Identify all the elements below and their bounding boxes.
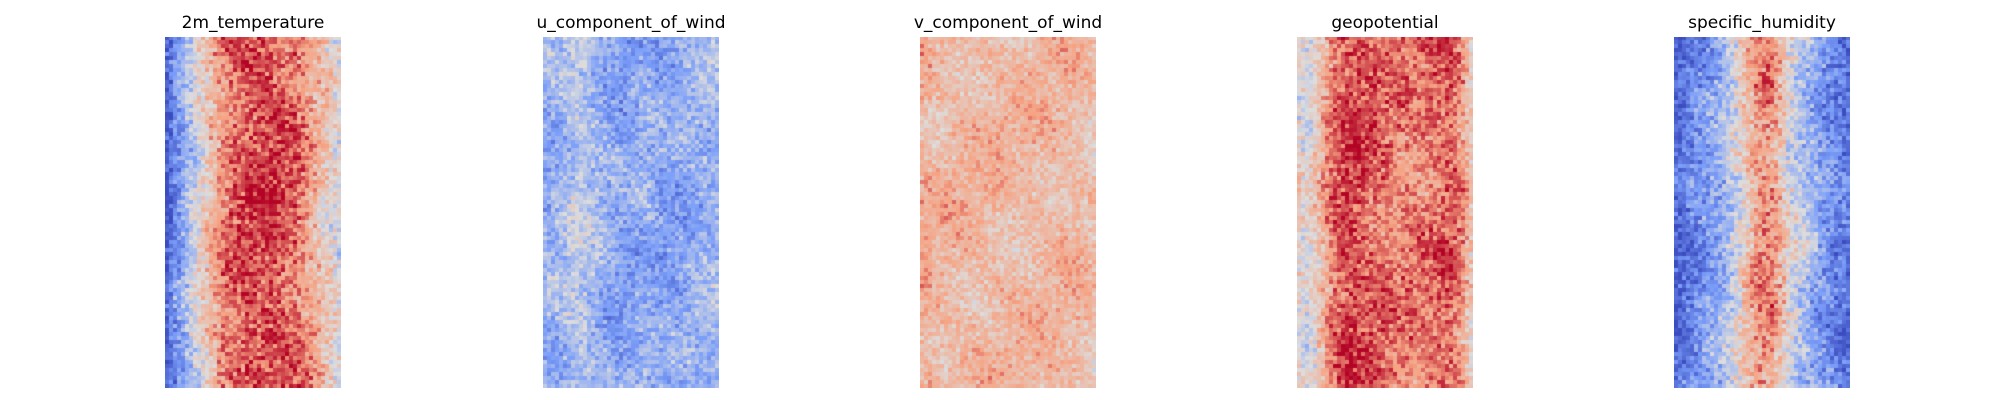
heatmap-v-component-of-wind xyxy=(920,37,1096,388)
panel-title: u_component_of_wind xyxy=(536,13,726,33)
heatmap-specific-humidity xyxy=(1674,37,1850,388)
panel-geopotential: geopotential xyxy=(1297,0,1473,400)
panel-specific-humidity: specific_humidity xyxy=(1674,0,1850,400)
panel-title: 2m_temperature xyxy=(181,13,325,33)
panel-title: specific_humidity xyxy=(1688,13,1836,33)
heatmap-u-component-of-wind xyxy=(543,37,719,388)
heatmap-geopotential xyxy=(1297,37,1473,388)
panel-u-component-of-wind: u_component_of_wind xyxy=(536,0,726,400)
panel-2m-temperature: 2m_temperature xyxy=(165,0,341,400)
panel-title: v_component_of_wind xyxy=(913,13,1103,33)
panel-v-component-of-wind: v_component_of_wind xyxy=(914,0,1102,400)
heatmap-2m-temperature xyxy=(165,37,341,388)
panel-title: geopotential xyxy=(1331,13,1439,33)
